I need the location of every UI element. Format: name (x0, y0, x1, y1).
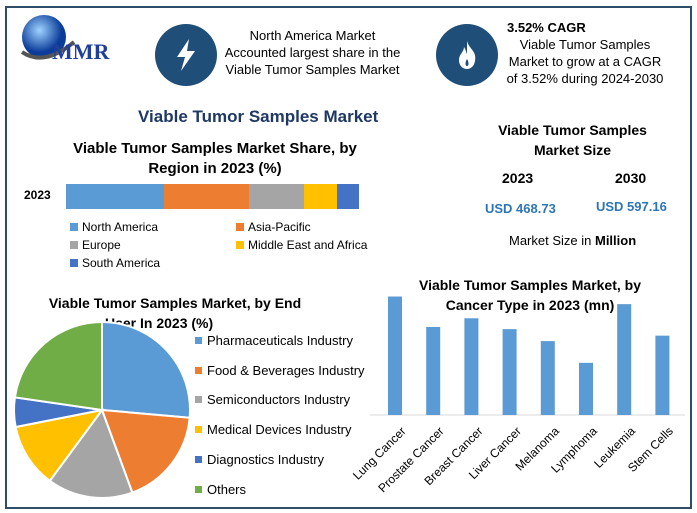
year-2030: 2030 (615, 170, 647, 186)
region-chart-title: Viable Tumor Samples Market Share, by Re… (40, 139, 390, 179)
bar-segment-europe (248, 184, 304, 209)
legend-item: North America (70, 220, 158, 234)
flame-icon (436, 24, 498, 86)
legend-label: Asia-Pacific (248, 220, 311, 234)
legend-item: Medical Devices Industry (195, 422, 352, 437)
legend-swatch (236, 223, 244, 231)
globe-icon (20, 15, 76, 60)
mmr-logo: MMR (14, 12, 109, 72)
value-2030: USD 597.16 (596, 199, 667, 214)
bar-lung-cancer (388, 296, 402, 415)
legend-label: Diagnostics Industry (207, 451, 325, 467)
bar-stem-cells (655, 335, 670, 415)
legend-label: North America (82, 220, 159, 234)
logo-text: MMR (52, 39, 110, 64)
value-2023: USD 468.73 (485, 201, 556, 216)
legend-item: Pharmaceuticals Industry (195, 333, 353, 348)
legend-item: Diagnostics Industry (195, 452, 324, 467)
title-line: Viable Tumor Samples Market Share, by (73, 140, 357, 157)
cancer-chart-title: Viable Tumor Samples Market, by Cancer T… (380, 275, 680, 315)
bar-leukemia (617, 304, 632, 415)
legend-swatch (236, 241, 244, 249)
region-category-label: 2023 (24, 188, 51, 202)
pie-slice-others (13, 320, 103, 412)
legend-swatch (195, 337, 202, 344)
end-user-pie-chart (13, 320, 191, 499)
legend-label: Others (207, 481, 247, 497)
region-stacked-bar (66, 184, 359, 209)
bar-breast-cancer (464, 318, 479, 415)
bar-segment-asia-pacific (163, 184, 249, 209)
infographic-frame (5, 6, 692, 509)
legend-swatch (195, 455, 202, 463)
bar-segment-south-america (337, 184, 359, 209)
legend-item: Food & Beverages Industry (195, 363, 365, 378)
bar-prostate-cancer (426, 326, 441, 415)
market-size-title: Viable Tumor Samples Market Size (480, 120, 665, 160)
legend-item: Others (195, 482, 246, 497)
legend-item: Semiconductors Industry (195, 392, 350, 407)
lightning-icon (155, 24, 217, 86)
callout-line: North America Market (249, 28, 376, 43)
callout-line: of 3.52% during 2024-2030 (506, 71, 664, 86)
legend-label: Semiconductors Industry (207, 392, 351, 408)
market-size-note: Market Size in Million (509, 233, 636, 248)
bar-lymphoma (579, 362, 593, 415)
legend-item: South America (70, 256, 160, 270)
title-line: Region in 2023 (%) (148, 160, 282, 177)
pie-slice-medical-devices-industry (14, 408, 105, 483)
bar-segment-middle-east-and-africa (303, 184, 337, 209)
title-line: Viable Tumor Samples (498, 122, 647, 138)
bar-melanoma (540, 341, 555, 415)
legend-label: Middle East and Africa (248, 238, 368, 252)
cancer-type-bar-chart (370, 296, 685, 416)
legend-label: Medical Devices Industry (207, 422, 352, 438)
cagr-callout: 3.52% CAGR Viable Tumor Samples Market t… (490, 19, 680, 87)
legend-swatch (70, 223, 78, 231)
legend-label: Food & Beverages Industry (207, 362, 365, 378)
legend-swatch (195, 485, 202, 493)
legend-item: Asia-Pacific (236, 220, 311, 234)
callout-line: Market to grow at a CAGR (508, 54, 662, 69)
pie-slice-semiconductors-industry (48, 407, 134, 499)
legend-swatch (195, 366, 202, 374)
year-2023: 2023 (502, 170, 534, 186)
legend-swatch (70, 241, 78, 249)
legend-label: Pharmaceuticals Industry (207, 333, 353, 348)
title-line: Market Size (533, 142, 612, 158)
legend-item: Europe (70, 238, 121, 252)
north-america-callout: North America Market Accounted largest s… (215, 27, 410, 78)
pie-slice-pharmaceuticals-industry (101, 320, 191, 419)
main-title: Viable Tumor Samples Market (138, 107, 379, 126)
callout-line: Viable Tumor Samples Market (225, 62, 400, 77)
cagr-heading: 3.52% CAGR (507, 20, 586, 35)
note-prefix: Market Size in (509, 233, 595, 248)
legend-swatch (70, 259, 78, 267)
bar-liver-cancer (502, 329, 517, 415)
callout-line: Accounted largest share in the (224, 45, 401, 60)
title-line: Cancer Type in 2023 (mn) (445, 297, 615, 313)
title-line: Viable Tumor Samples Market, by (418, 277, 641, 293)
callout-line: Viable Tumor Samples (519, 37, 651, 52)
bar-segment-north-america (66, 184, 164, 209)
legend-label: Europe (82, 238, 121, 252)
legend-label: South America (82, 256, 161, 270)
legend-swatch (195, 396, 202, 404)
legend-item: Middle East and Africa (236, 238, 367, 252)
title-line: Viable Tumor Samples Market, by End (48, 295, 302, 311)
legend-swatch (195, 426, 202, 434)
note-unit: Million (594, 233, 637, 248)
pie-slice-food-beverages-industry (100, 408, 191, 494)
